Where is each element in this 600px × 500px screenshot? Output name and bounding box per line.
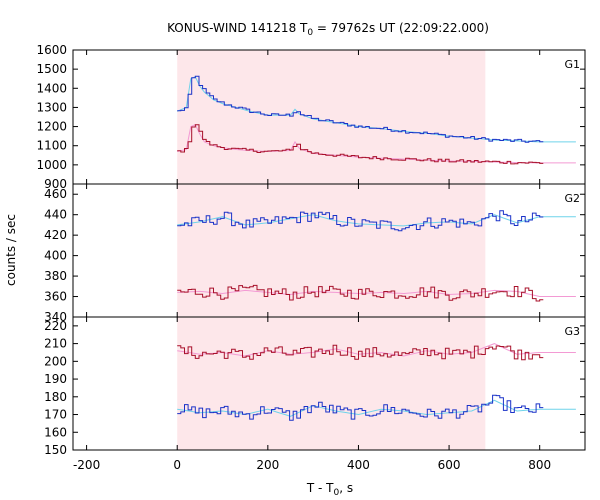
- y-tick-label: 380: [44, 269, 67, 283]
- data-series-2: [177, 394, 544, 421]
- y-tick-label: 400: [44, 249, 67, 263]
- y-tick-label: 1200: [36, 120, 67, 134]
- y-tick-label: 160: [44, 425, 67, 439]
- y-axis-label: counts / sec: [4, 214, 18, 286]
- y-tick-label: 210: [44, 337, 67, 351]
- y-tick-label: 340: [44, 310, 67, 324]
- panel-g2: 340 360 380 400 420 440 460 G2: [44, 183, 586, 324]
- data-series-2: [177, 284, 544, 302]
- x-axis-label: T - T0, s: [306, 481, 353, 498]
- x-tick-label: 200: [256, 458, 279, 472]
- y-tick-label: 220: [44, 319, 67, 333]
- y-tick-label: 1400: [36, 81, 67, 95]
- x-tick-label: 800: [528, 458, 551, 472]
- panel-label: G3: [564, 325, 580, 338]
- panel-frame: [72, 316, 586, 451]
- y-tick-label: 1000: [36, 158, 67, 172]
- data-series-1: [177, 210, 544, 232]
- y-tick-label: 1500: [36, 62, 67, 76]
- y-tick-label: 170: [44, 408, 67, 422]
- x-tick-label: -200: [73, 458, 100, 472]
- x-tick-label: 0: [173, 458, 181, 472]
- y-tick-label: 180: [44, 390, 67, 404]
- shaded-interval: [177, 50, 486, 184]
- panel-g1: 900 1000 1100 1200 1300 1400 1500 1600 G1: [36, 43, 586, 191]
- panel-g3: 150 160 170 180 190 200 210 220 G3: [44, 316, 586, 457]
- y-tick-label: 1100: [36, 139, 67, 153]
- y-tick-label: 360: [44, 290, 67, 304]
- y-tick-label: 1600: [36, 43, 67, 57]
- y-tick-label: 460: [44, 187, 67, 201]
- y-tick-label: 190: [44, 372, 67, 386]
- x-tick-label: 600: [438, 458, 461, 472]
- panel-label: G2: [564, 192, 580, 205]
- y-tick-label: 900: [44, 177, 67, 191]
- y-tick-label: 1300: [36, 100, 67, 114]
- panel-label: G1: [564, 58, 580, 71]
- fit-line: [177, 289, 576, 297]
- chart-title: KONUS-WIND 141218 T0 = 79762s UT (22:09:…: [167, 21, 489, 38]
- y-tick-label: 420: [44, 228, 67, 242]
- x-tick-label: 400: [347, 458, 370, 472]
- data-series-2: [177, 124, 544, 165]
- y-tick-label: 150: [44, 443, 67, 457]
- shaded-interval: [177, 184, 486, 317]
- data-series-1: [177, 344, 544, 361]
- y-tick-label: 200: [44, 354, 67, 368]
- y-tick-label: 440: [44, 208, 67, 222]
- shaded-interval: [177, 317, 486, 450]
- data-series-1: [177, 75, 544, 143]
